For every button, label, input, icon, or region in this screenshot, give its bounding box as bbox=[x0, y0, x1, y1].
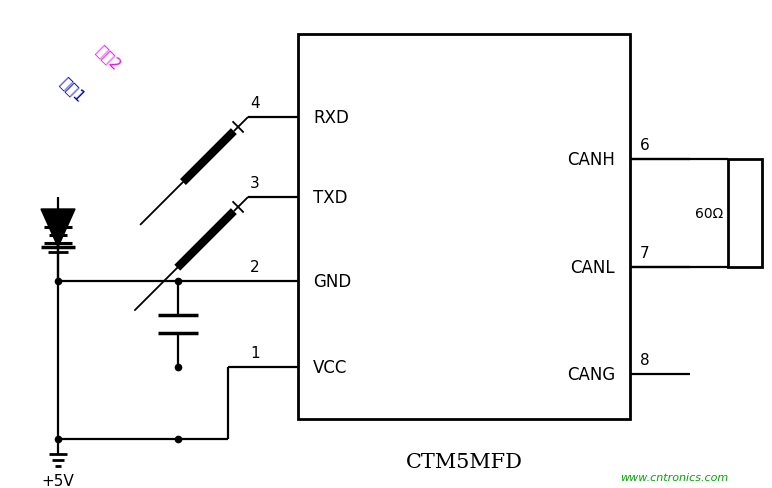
Bar bbox=[728, 160, 762, 267]
Text: 4: 4 bbox=[250, 96, 260, 111]
Text: 60Ω: 60Ω bbox=[695, 206, 723, 221]
Text: 探夶2: 探夶2 bbox=[93, 43, 124, 73]
Text: VCC: VCC bbox=[313, 358, 347, 376]
Text: GND: GND bbox=[313, 272, 351, 290]
Text: 7: 7 bbox=[640, 245, 649, 261]
Text: +5V: +5V bbox=[42, 473, 74, 488]
Text: CANG: CANG bbox=[567, 365, 615, 383]
Text: 6: 6 bbox=[640, 138, 650, 153]
Text: RXD: RXD bbox=[313, 109, 349, 127]
Text: CANH: CANH bbox=[567, 151, 615, 169]
Text: 2: 2 bbox=[250, 260, 260, 274]
Bar bbox=[298, 35, 630, 419]
Text: CANL: CANL bbox=[571, 259, 615, 276]
Text: 8: 8 bbox=[640, 352, 649, 367]
Text: 探夶1: 探夶1 bbox=[57, 75, 87, 105]
Text: www.cntronics.com: www.cntronics.com bbox=[620, 472, 728, 482]
Text: TXD: TXD bbox=[313, 189, 347, 206]
Text: CTM5MFD: CTM5MFD bbox=[405, 451, 523, 470]
Text: 1: 1 bbox=[250, 346, 260, 360]
Polygon shape bbox=[41, 209, 75, 247]
Text: 3: 3 bbox=[250, 176, 260, 191]
